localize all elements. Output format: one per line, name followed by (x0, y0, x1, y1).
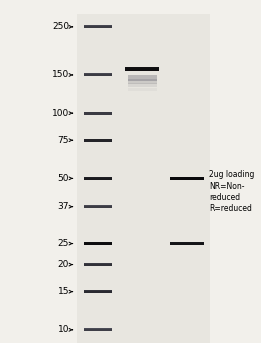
Bar (84, 73, 112, 74)
Text: 25: 25 (58, 239, 69, 248)
Bar (77, 14, 210, 343)
Text: 150: 150 (52, 70, 69, 80)
Text: R: R (183, 0, 191, 2)
Text: 2ug loading
NR=Non-
reduced
R=reduced: 2ug loading NR=Non- reduced R=reduced (209, 170, 254, 213)
Text: 50: 50 (58, 174, 69, 183)
Text: NR: NR (134, 0, 150, 2)
Bar (84, 242, 112, 243)
Bar (84, 73, 112, 76)
Bar (170, 242, 204, 245)
Text: 100: 100 (52, 109, 69, 118)
Bar (84, 177, 112, 178)
Bar (84, 139, 112, 142)
Bar (84, 263, 112, 266)
Bar (125, 67, 159, 68)
Text: 250: 250 (52, 22, 69, 32)
Bar (84, 205, 112, 208)
Bar (84, 205, 112, 206)
Bar (84, 290, 112, 291)
Bar (84, 139, 112, 140)
Bar (84, 242, 112, 245)
Bar (128, 88, 157, 91)
Text: 15: 15 (58, 287, 69, 296)
Bar (84, 25, 112, 28)
Bar (84, 328, 112, 329)
Bar (84, 328, 112, 331)
Bar (84, 263, 112, 264)
Text: 10: 10 (58, 325, 69, 334)
Bar (84, 111, 112, 115)
Text: 37: 37 (58, 202, 69, 211)
Bar (128, 83, 157, 87)
Text: 75: 75 (58, 136, 69, 145)
Bar (84, 177, 112, 180)
Bar (170, 177, 204, 180)
Bar (125, 67, 159, 71)
Bar (170, 242, 204, 243)
Bar (84, 290, 112, 293)
Bar (128, 79, 157, 84)
Bar (84, 111, 112, 113)
Text: 20: 20 (58, 260, 69, 269)
Bar (84, 25, 112, 26)
Bar (128, 75, 157, 81)
